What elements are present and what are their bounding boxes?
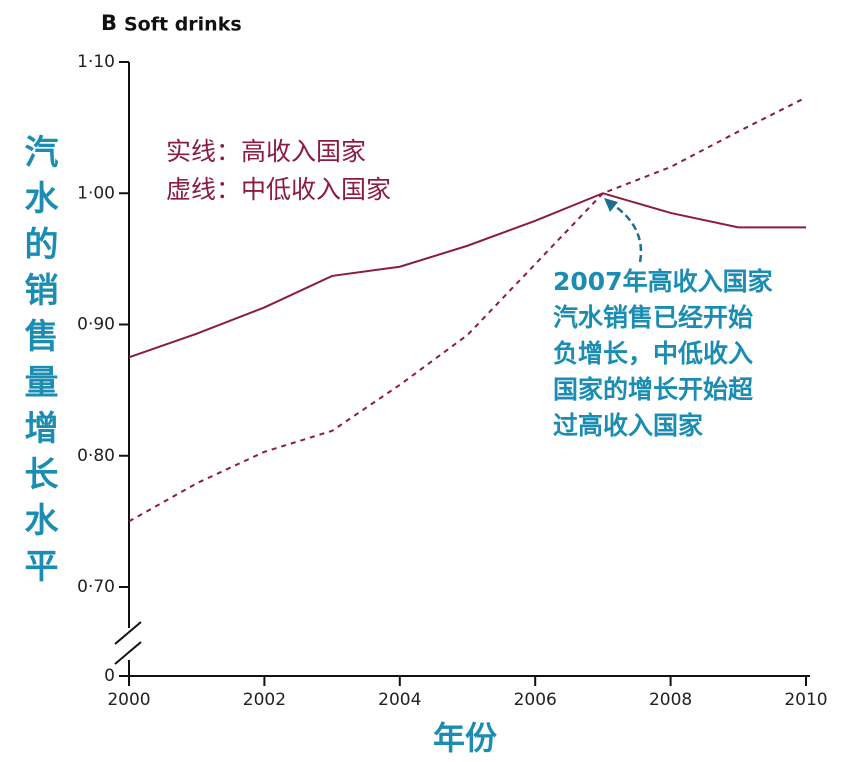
y-tick-label: 0 [104, 666, 115, 686]
y-tick-label: 0·80 [77, 446, 115, 466]
series-line [128, 192, 806, 359]
annotation-text: 2007年高收入国家 [553, 267, 773, 296]
y-tick-label: 0·90 [77, 315, 115, 335]
annotation-text: 汽水销售已经开始 [553, 303, 753, 332]
y-tick-label: 1·10 [77, 52, 115, 72]
x-tick-label: 2004 [378, 690, 421, 710]
legend-label: 实线：高收入国家 [166, 137, 366, 166]
annotation-arrowhead [604, 198, 618, 212]
y-tick-label: 0·70 [77, 577, 115, 597]
annotation-text: 国家的增长开始超 [553, 375, 754, 404]
x-tick-label: 2008 [649, 690, 692, 710]
annotation-text: 负增长，中低收入 [553, 339, 753, 368]
x-tick-label: 2010 [784, 690, 827, 710]
axis-break [114, 621, 142, 645]
annotation-arrow [609, 201, 643, 263]
axis-break [114, 641, 142, 665]
x-axis-label: 年份 [433, 719, 497, 757]
series-line [128, 96, 807, 523]
x-tick-label: 2000 [107, 690, 150, 710]
annotation-text: 过高收入国家 [553, 411, 703, 440]
x-tick-label: 2006 [514, 690, 557, 710]
y-tick-label: 1·00 [77, 183, 115, 203]
y-axis-label: 汽水的销售量增长水平 [18, 134, 58, 594]
legend-label: 虚线：中低收入国家 [166, 175, 391, 204]
x-tick-label: 2002 [243, 690, 286, 710]
chart-title: Soft drinks [124, 14, 242, 36]
panel-label: B [101, 11, 117, 35]
